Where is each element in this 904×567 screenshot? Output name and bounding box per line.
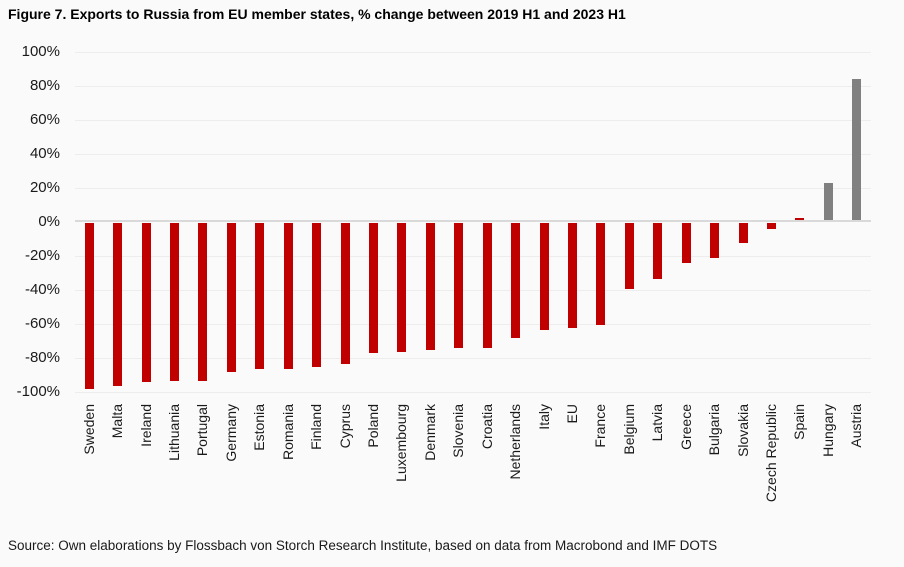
gridline [75, 358, 871, 359]
y-tick-label: -20% [24, 247, 60, 264]
x-label-eu: EU [564, 404, 580, 424]
bar-belgium [624, 222, 634, 289]
x-label-italy: Italy [535, 404, 552, 430]
source-note: Source: Own elaborations by Flossbach vo… [8, 538, 718, 553]
x-label-netherlands: Netherlands [507, 404, 524, 480]
x-label-malta: Malta [109, 404, 126, 439]
x-label-estonia: Estonia [251, 404, 268, 451]
bar-denmark [425, 222, 435, 350]
bar-lithuania [170, 222, 179, 381]
bar-chart: 100% 80% 60% 40% 20% 0% -20% -40% -60% -80% -100% S… [16, 43, 871, 503]
y-tick-label: -40% [24, 281, 60, 298]
x-label-austria: Austria [848, 404, 865, 448]
gridline [75, 86, 871, 87]
x-label-france: France [592, 404, 609, 448]
bar-latvia [653, 222, 663, 279]
bar-poland [369, 222, 378, 354]
bar-eu [568, 222, 577, 328]
bar-sweden [84, 222, 94, 390]
gridline [75, 256, 871, 257]
bar-romania [283, 222, 293, 369]
y-tick-label: 80% [29, 77, 60, 94]
x-label-denmark: Denmark [421, 404, 438, 461]
y-tick-label: -100% [16, 383, 60, 400]
bar-portugal [198, 222, 208, 381]
x-label-belgium: Belgium [620, 404, 637, 455]
x-label-sweden: Sweden [80, 404, 97, 455]
bar-spain [795, 218, 805, 220]
bar-austria [852, 78, 862, 220]
bar-finland [312, 222, 322, 367]
bar-hungary [823, 182, 833, 220]
x-label-finland: Finland [308, 404, 325, 450]
bar-estonia [255, 222, 265, 369]
x-label-greece: Greece [677, 404, 694, 450]
x-label-cyprus: Cyprus [336, 404, 353, 449]
bar-croatia [482, 222, 492, 349]
x-label-luxembourg: Luxembourg [393, 404, 410, 482]
x-label-croatia: Croatia [478, 404, 495, 450]
x-label-slovenia: Slovenia [450, 404, 467, 458]
x-label-bulgaria: Bulgaria [706, 404, 723, 456]
gridline [75, 392, 871, 393]
y-tick-label: -60% [24, 315, 60, 332]
x-label-latvia: Latvia [649, 404, 666, 442]
bar-ireland [141, 222, 151, 383]
gridline [75, 52, 871, 53]
x-label-slovakia: Slovakia [734, 404, 751, 457]
x-label-portugal: Portugal [194, 404, 211, 457]
x-label-spain: Spain [791, 404, 808, 440]
y-tick-label: 100% [21, 43, 60, 60]
gridline [75, 120, 871, 121]
gridline [75, 188, 871, 189]
y-tick-label: 0% [38, 213, 60, 230]
bar-italy [539, 222, 549, 330]
gridline [75, 154, 871, 155]
y-tick-label: 40% [29, 145, 60, 162]
x-label-romania: Romania [279, 404, 296, 461]
y-tick-label: 60% [29, 111, 60, 128]
bar-bulgaria [710, 222, 720, 259]
bar-malta [113, 222, 123, 386]
gridline [75, 290, 871, 291]
y-tick-label: -80% [24, 349, 60, 366]
bar-cyprus [340, 222, 350, 364]
x-label-germany: Germany [222, 404, 239, 462]
x-label-hungary: Hungary [819, 404, 836, 457]
y-tick-label: 20% [29, 179, 60, 196]
bar-germany [226, 222, 236, 373]
bar-greece [681, 222, 691, 264]
x-label-lithuania: Lithuania [166, 404, 182, 461]
x-axis-line [75, 220, 871, 222]
bar-slovakia [738, 222, 748, 243]
bar-luxembourg [397, 222, 407, 352]
x-label-ireland: Ireland [137, 404, 154, 447]
x-label-czech-republic: Czech Republic [763, 404, 779, 503]
figure-title: Figure 7. Exports to Russia from EU memb… [8, 6, 626, 22]
bar-france [596, 222, 606, 325]
bar-netherlands [511, 222, 521, 339]
bar-czech-republic [767, 222, 776, 230]
gridline [75, 324, 871, 325]
x-label-poland: Poland [365, 404, 381, 448]
bar-slovenia [454, 222, 464, 349]
